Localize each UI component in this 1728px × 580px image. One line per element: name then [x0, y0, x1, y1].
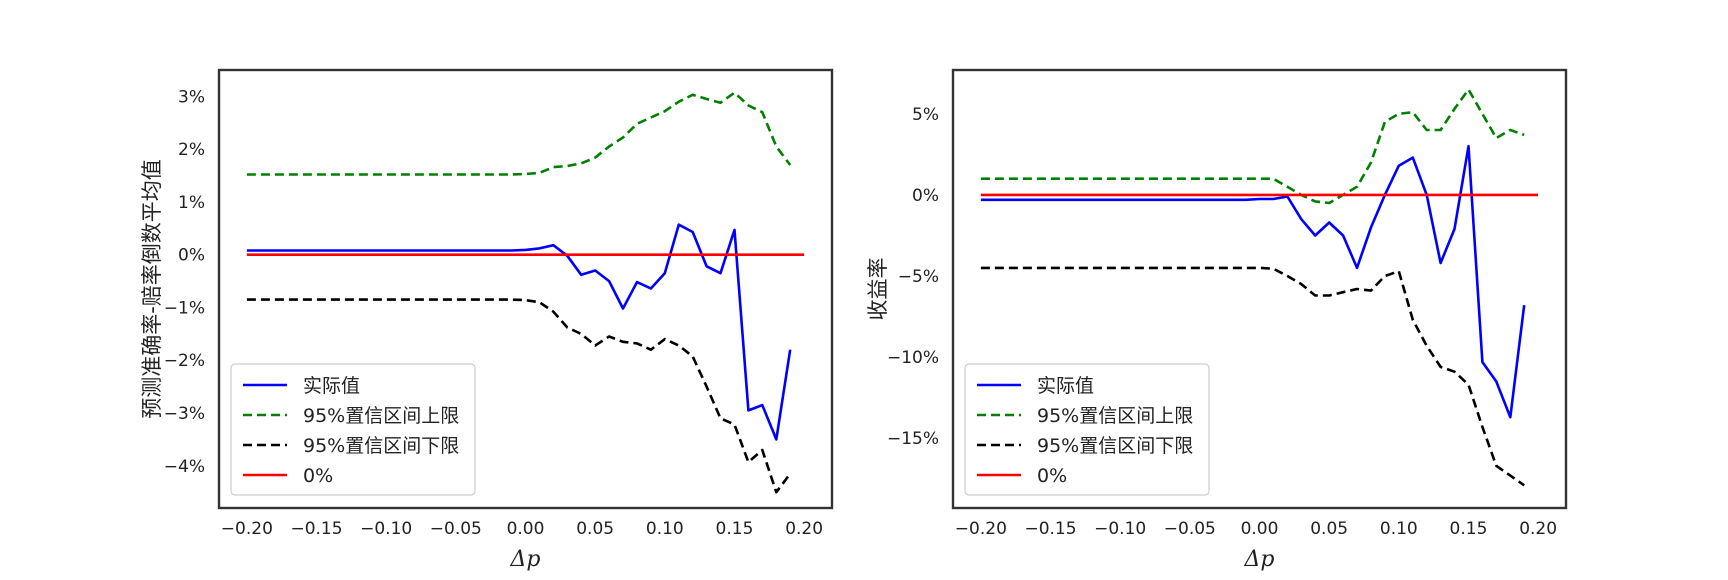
y-tick-label: 0% — [178, 246, 205, 266]
legend-entry-label: 95%置信区间下限 — [303, 435, 459, 457]
y-axis-label: 预测准确率-赔率倒数平均值 — [140, 159, 164, 419]
x-tick-label: −0.15 — [1024, 519, 1076, 539]
axes-frame — [217, 68, 834, 510]
x-tick-label: −0.10 — [360, 519, 412, 539]
plot-area — [980, 88, 1539, 487]
x-tick-label: 0.05 — [1310, 519, 1348, 539]
legend-entry-label: 实际值 — [1037, 375, 1094, 397]
x-tick-label: −0.05 — [1164, 519, 1216, 539]
x-tick-label: −0.10 — [1094, 519, 1146, 539]
x-tick-label: 0.15 — [716, 519, 754, 539]
series-line-1 — [246, 91, 792, 176]
x-tick-label: 0.05 — [576, 519, 614, 539]
chart-panel-return-rate: −0.20 −0.15 −0.10 −0.05 0.00 0.05 0.10 0.15 0.20… — [866, 68, 1568, 572]
y-tick-label: −10% — [887, 348, 939, 368]
legend-box — [230, 363, 476, 496]
series-line-0 — [980, 144, 1526, 419]
x-axis-label: Δp — [510, 547, 541, 572]
x-tick-label: 0.10 — [1380, 519, 1418, 539]
series-line-2 — [246, 298, 792, 494]
series-line-0 — [246, 223, 792, 441]
y-tick-label: 1% — [178, 193, 205, 213]
legend-entry-label: 95%置信区间下限 — [1037, 435, 1193, 457]
x-tick-label: −0.05 — [430, 519, 482, 539]
x-tick-label: −0.15 — [290, 519, 342, 539]
x-tick-label: −0.20 — [221, 519, 273, 539]
x-tick-label: 0.15 — [1450, 519, 1488, 539]
legend-box — [964, 363, 1210, 496]
series-line-2 — [980, 266, 1525, 487]
y-tick-label: −2% — [164, 351, 205, 371]
legend: 实际值 95%置信区间上限 95%置信区间下限 0% — [230, 363, 476, 496]
legend-entry-label: 实际值 — [303, 375, 360, 397]
x-tick-label: −0.20 — [955, 519, 1007, 539]
x-tick-label: 0.10 — [646, 519, 684, 539]
x-tick-label: 0.20 — [785, 519, 823, 539]
x-axis-label: Δp — [1244, 547, 1275, 572]
y-tick-label: −4% — [164, 457, 205, 477]
x-tick-label: 0.00 — [1241, 519, 1279, 539]
legend-entry-label: 0% — [1037, 465, 1067, 487]
y-tick-label: 2% — [178, 140, 205, 160]
y-tick-label: −1% — [164, 298, 205, 318]
y-tick-label: 5% — [912, 105, 939, 125]
x-tick-label: 0.20 — [1519, 519, 1557, 539]
legend-entry-label: 0% — [303, 465, 333, 487]
chart-panel-accuracy: −0.20 −0.15 −0.10 −0.05 0.00 0.05 0.10 0.15 0.20… — [140, 68, 834, 572]
y-tick-label: −15% — [887, 429, 939, 449]
y-tick-label: 3% — [178, 87, 205, 107]
y-tick-label: 0% — [912, 186, 939, 206]
y-tick-label: −3% — [164, 404, 205, 424]
y-tick-label: −5% — [898, 267, 939, 287]
legend: 实际值 95%置信区间上限 95%置信区间下限 0% — [964, 363, 1210, 496]
x-tick-label: 0.00 — [507, 519, 545, 539]
plot-area — [246, 91, 805, 494]
axes-frame — [951, 68, 1568, 510]
y-axis-label: 收益率 — [866, 258, 890, 321]
legend-entry-label: 95%置信区间上限 — [303, 405, 459, 427]
series-line-1 — [980, 88, 1525, 205]
legend-entry-label: 95%置信区间上限 — [1037, 405, 1193, 427]
